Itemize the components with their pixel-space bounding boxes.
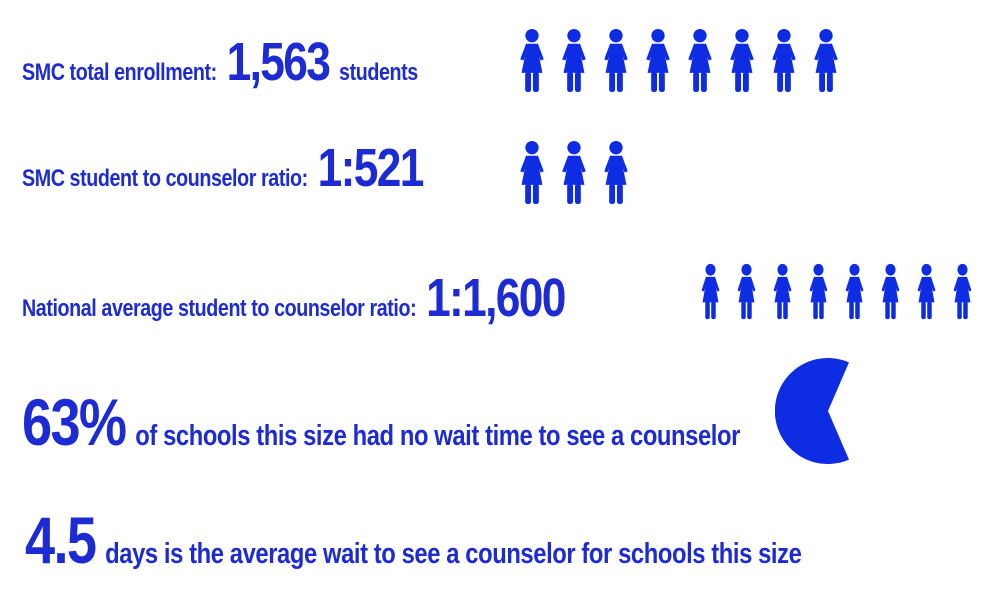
stat-row-smc-ratio: SMC student to counselor ratio: 1:521 [22, 138, 425, 198]
female-person-icon [881, 263, 900, 320]
no-wait-suffix: of schools this size had no wait time to… [135, 420, 740, 452]
stat-row-enrollment: SMC total enrollment: 1,563 students [22, 35, 418, 89]
avg-wait-suffix: days is the average wait to see a counse… [105, 538, 802, 570]
female-person-icon [845, 263, 864, 320]
enrollment-value: 1,563 [226, 32, 331, 92]
female-person-icon [688, 28, 712, 93]
stat-row-national-ratio: National average student to counselor ra… [22, 268, 566, 328]
avg-wait-value: 4.5 [25, 503, 97, 577]
national-ratio-value: 1:1,600 [426, 268, 566, 328]
enrollment-suffix: students [339, 59, 418, 86]
smc-ratio-label: SMC student to counselor ratio: [22, 165, 308, 192]
female-person-icon [562, 140, 586, 205]
female-person-icon [953, 263, 972, 320]
female-person-icon [604, 140, 628, 205]
national-ratio-pictogram [696, 263, 977, 320]
female-person-icon [917, 263, 936, 320]
pie-chart [775, 358, 849, 464]
smc-ratio-pictogram [513, 140, 635, 205]
female-person-icon [520, 140, 544, 205]
stat-row-avg-wait: 4.5 days is the average wait to see a co… [25, 503, 802, 577]
female-person-icon [562, 28, 586, 93]
female-person-icon [773, 263, 792, 320]
female-person-icon [520, 28, 544, 93]
smc-ratio-value: 1:521 [317, 138, 425, 198]
enrollment-pictogram [513, 28, 845, 93]
female-person-icon [730, 28, 754, 93]
female-person-icon [604, 28, 628, 93]
female-person-icon [814, 28, 838, 93]
female-person-icon [701, 263, 720, 320]
female-person-icon [737, 263, 756, 320]
female-person-icon [809, 263, 828, 320]
stat-row-no-wait: 63% of schools this size had no wait tim… [22, 389, 740, 455]
female-person-icon [772, 28, 796, 93]
pie-slice-no-wait [775, 358, 849, 464]
enrollment-label: SMC total enrollment: [22, 59, 217, 86]
national-ratio-label: National average student to counselor ra… [22, 295, 417, 322]
female-person-icon [646, 28, 670, 93]
no-wait-value: 63% [22, 385, 127, 459]
